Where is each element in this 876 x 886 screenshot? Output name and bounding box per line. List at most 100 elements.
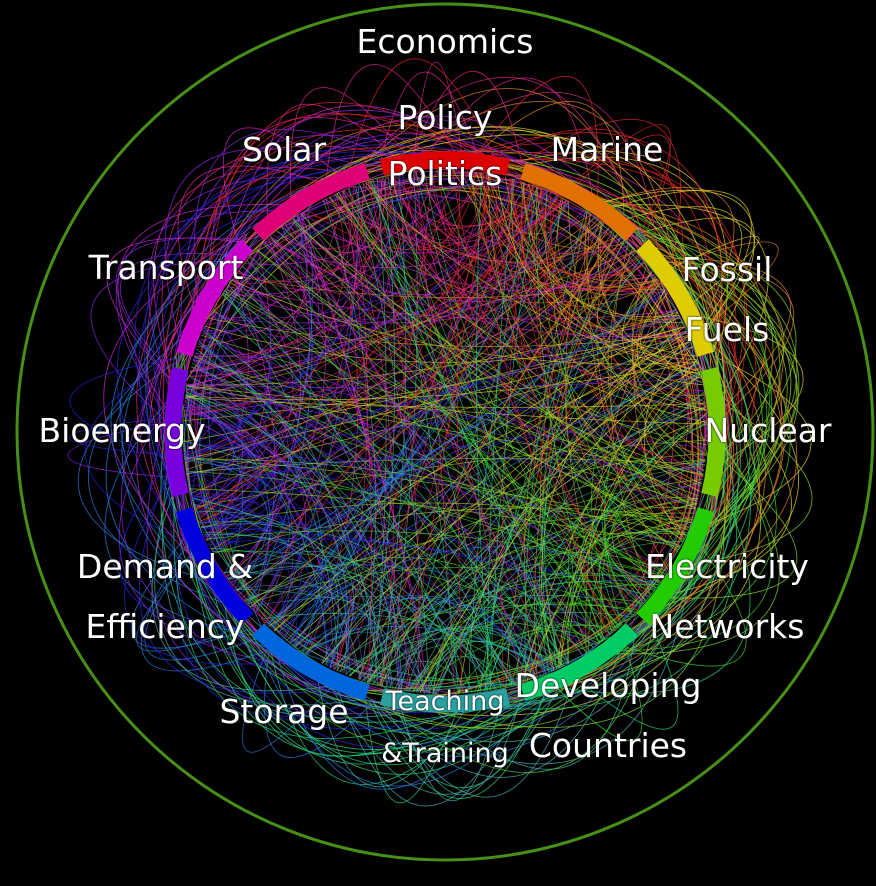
- inner-chord: [458, 362, 698, 694]
- inner-chord: [268, 459, 706, 627]
- inner-chord: [238, 288, 665, 595]
- inner-chord: [518, 541, 684, 684]
- outer-chord: [115, 210, 274, 415]
- inner-chord: [432, 628, 482, 694]
- inner-chord: [335, 193, 560, 244]
- ring-segment-10: [176, 239, 254, 357]
- ring-segment-3: [701, 367, 726, 497]
- outer-chord: [119, 220, 262, 605]
- outer-chord: [626, 206, 743, 327]
- inner-chord: [292, 218, 705, 471]
- outer-chord: [670, 460, 798, 599]
- inner-chord: [359, 184, 570, 663]
- inner-chord: [182, 422, 259, 552]
- inner-chord: [413, 625, 620, 693]
- inner-chord: [226, 240, 625, 577]
- inner-chord: [576, 227, 677, 328]
- outer-chord: [380, 71, 478, 160]
- outer-chord: [136, 231, 354, 698]
- outer-chord: [400, 100, 678, 276]
- outer-chord: [277, 656, 509, 790]
- outer-chord: [136, 176, 330, 604]
- inner-chord: [229, 200, 570, 583]
- ring-segment-5: [520, 623, 638, 701]
- outer-chord: [655, 247, 800, 531]
- ring-segment-0: [380, 151, 510, 176]
- inner-chord: [225, 288, 687, 536]
- inner-chord: [415, 460, 706, 693]
- outer-chord: [84, 355, 188, 543]
- outer-chord: [290, 87, 407, 199]
- outer-chord: [337, 690, 523, 807]
- ring-segment-8: [176, 507, 254, 625]
- outer-chord: [664, 257, 792, 408]
- inner-chord: [195, 170, 455, 512]
- inner-chord: [204, 327, 339, 672]
- outer-chord: [381, 564, 693, 765]
- inner-chord: [292, 218, 702, 487]
- outer-chord: [270, 651, 482, 785]
- inner-chord: [336, 193, 642, 606]
- inner-chord: [540, 188, 706, 407]
- inner-chord: [409, 172, 569, 664]
- outer-chord: [160, 422, 480, 723]
- inner-chord: [182, 439, 561, 668]
- inner-chord: [190, 492, 302, 639]
- inner-chord: [292, 626, 551, 673]
- outer-chord: [636, 227, 788, 555]
- outer-chord: [557, 175, 757, 540]
- inner-chord: [187, 384, 697, 508]
- inner-chord: [191, 497, 496, 690]
- label-line: Fossil: [681, 250, 773, 289]
- outer-chord: [528, 156, 723, 353]
- inner-chord: [452, 169, 706, 407]
- label-line: Marine: [550, 130, 664, 169]
- outer-chord: [173, 503, 459, 739]
- inner-chord: [389, 175, 646, 290]
- inner-chord: [195, 511, 347, 674]
- inner-chord: [567, 503, 698, 664]
- ring-segments: [164, 151, 726, 713]
- inner-chord: [338, 192, 680, 551]
- outer-chord: [536, 239, 755, 697]
- outer-chord: [600, 198, 767, 459]
- inner-chord: [394, 465, 705, 690]
- inner-chord: [185, 397, 271, 605]
- inner-chord: [520, 181, 656, 589]
- outer-chord: [615, 447, 780, 655]
- inner-chord: [653, 289, 703, 383]
- inner-chord: [379, 234, 618, 686]
- label-line: Economics: [356, 22, 534, 61]
- outer-chord: [610, 204, 769, 395]
- outer-chord: [325, 64, 456, 179]
- outer-chord: [90, 260, 224, 421]
- inner-chord: [193, 356, 294, 636]
- inner-chord: [366, 640, 565, 683]
- inner-chord: [430, 170, 649, 599]
- inner-chord: [602, 279, 705, 396]
- outer-chord: [413, 61, 463, 154]
- inner-chord: [191, 366, 656, 589]
- inner-chord: [269, 236, 642, 607]
- outer-chord: [167, 129, 524, 393]
- inner-chord: [587, 213, 669, 571]
- inner-chord: [246, 260, 621, 627]
- label-line: &Training: [381, 738, 509, 769]
- outer-chord: [224, 105, 485, 259]
- inner-chord: [184, 456, 269, 592]
- outer-chord: [208, 116, 430, 282]
- outer-chord: [164, 148, 360, 343]
- ring-segment-7: [252, 623, 370, 701]
- inner-chord: [187, 385, 707, 425]
- inner-chord: [644, 375, 702, 485]
- label-line: Nuclear: [704, 411, 832, 450]
- inner-chord: [345, 481, 703, 675]
- label-line: Fuels: [684, 310, 770, 349]
- outer-chord: [488, 151, 737, 420]
- outer-chord: [124, 479, 284, 665]
- inner-chord: [184, 170, 460, 461]
- inner-chord: [225, 246, 631, 324]
- inner-chord: [287, 221, 529, 681]
- inner-chord: [183, 410, 307, 623]
- inner-chord: [612, 506, 696, 602]
